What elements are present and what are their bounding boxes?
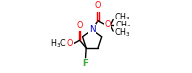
- Text: O: O: [104, 20, 111, 29]
- Text: CH$_3$: CH$_3$: [114, 26, 131, 39]
- Text: O: O: [77, 21, 83, 29]
- Text: H$_3$C: H$_3$C: [50, 38, 67, 50]
- Text: F: F: [83, 59, 89, 68]
- Text: O: O: [67, 39, 73, 48]
- Text: CH$_3$: CH$_3$: [115, 19, 132, 32]
- Text: CH$_3$: CH$_3$: [114, 12, 131, 24]
- Text: N: N: [89, 25, 95, 34]
- Text: O: O: [95, 1, 101, 10]
